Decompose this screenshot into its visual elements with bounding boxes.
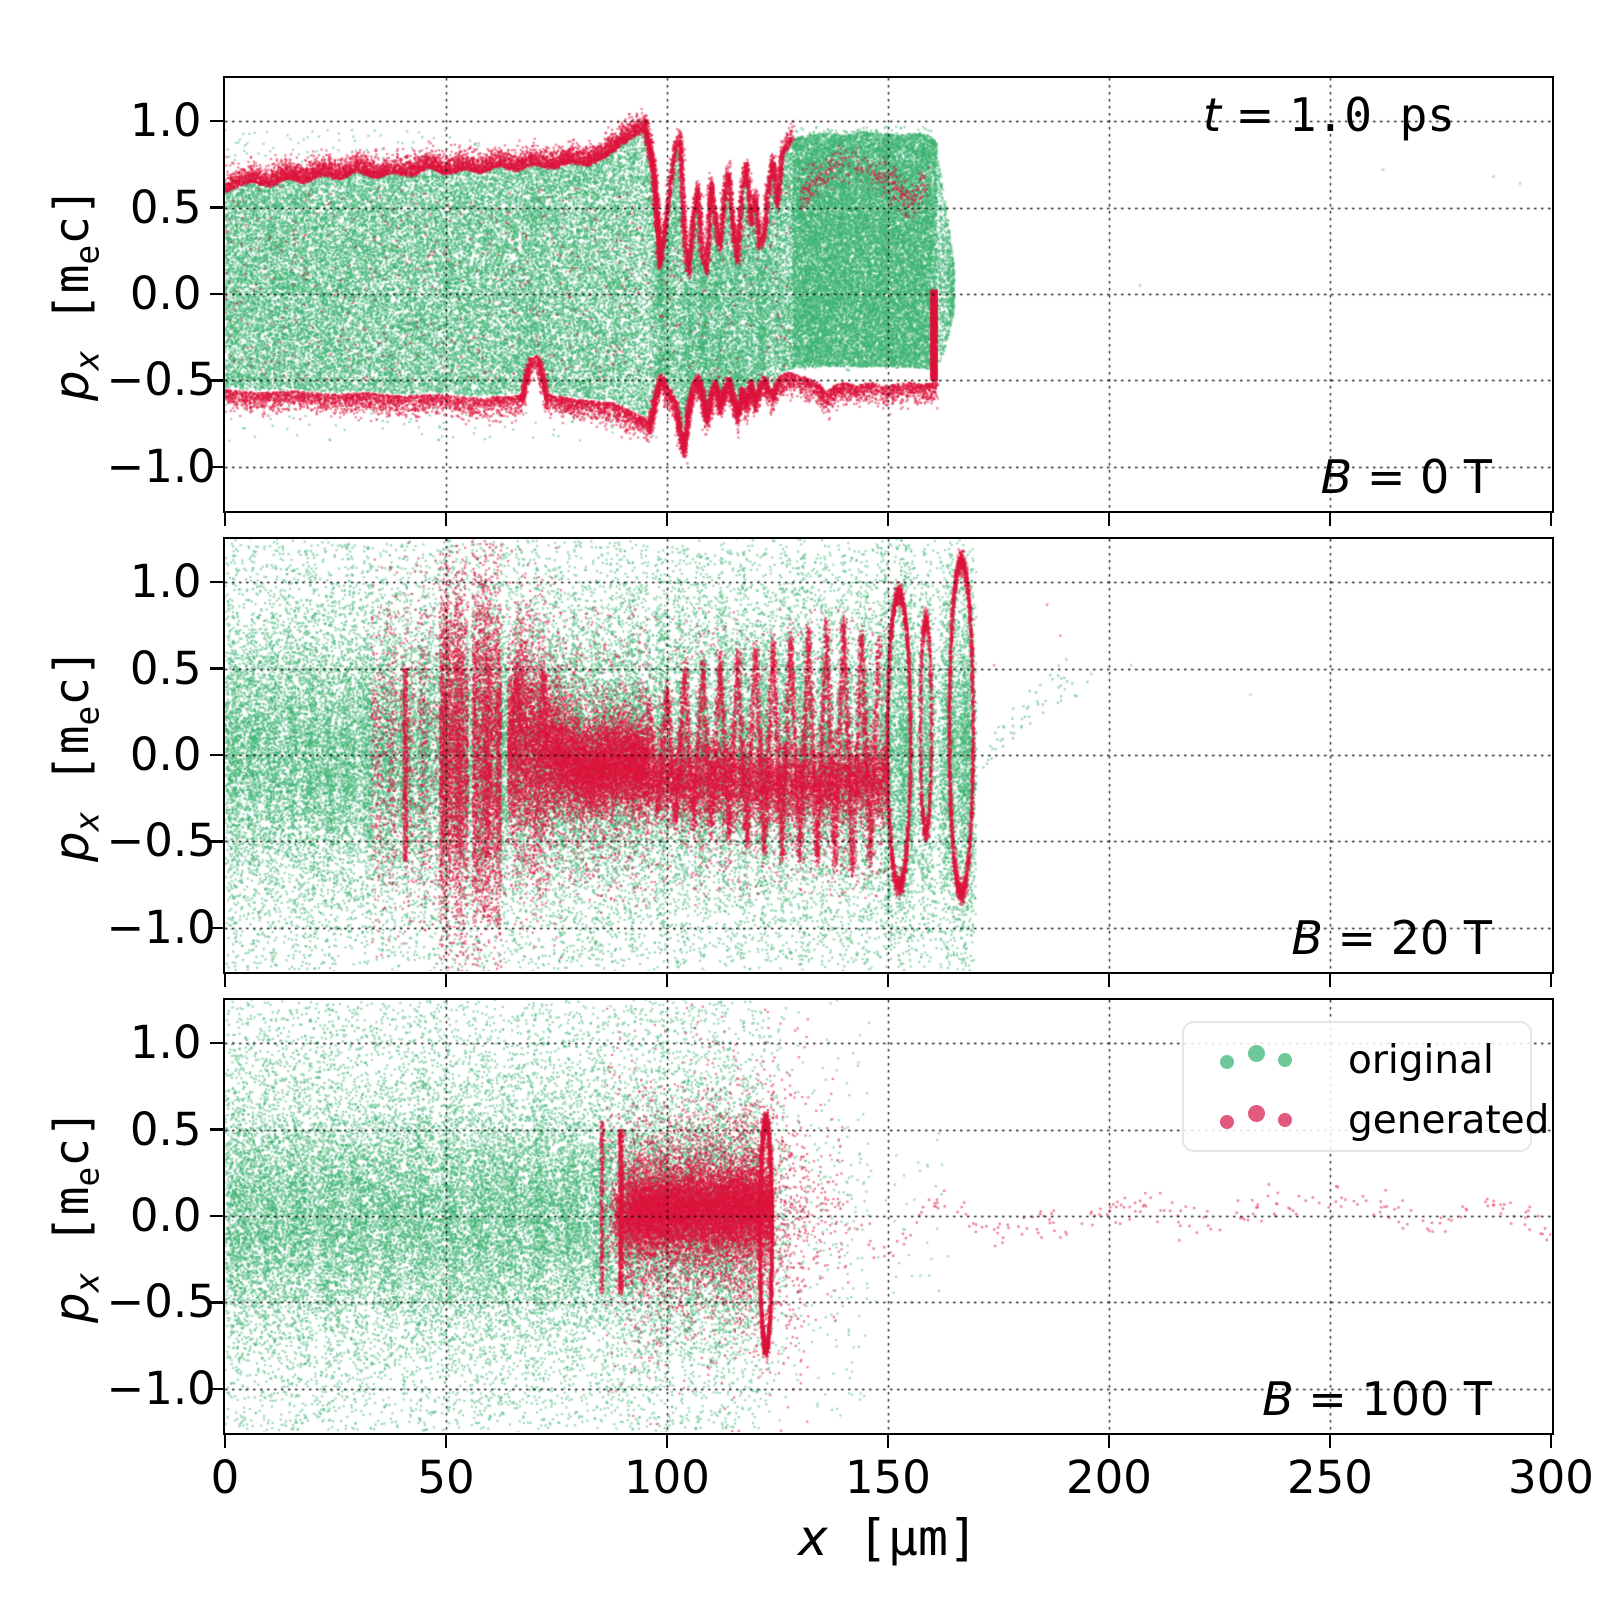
scatter-canvas-b0 — [225, 78, 1551, 510]
legend-dot — [1248, 1045, 1265, 1062]
y-tick — [209, 580, 223, 584]
y-tick — [209, 753, 223, 757]
y-tick — [209, 1214, 223, 1218]
legend-dot — [1278, 1053, 1292, 1067]
y-tick-label: 1.0 — [129, 94, 202, 148]
x-tick-label: 200 — [1066, 1450, 1152, 1504]
x-tick — [886, 1434, 890, 1448]
y-tick — [209, 206, 223, 209]
y-tick — [209, 1041, 223, 1045]
legend-dot — [1220, 1055, 1234, 1069]
x-tick — [665, 973, 669, 987]
x-tick — [886, 512, 890, 526]
y-tick-label: −0.5 — [106, 353, 216, 407]
legend-label-generated: generated — [1348, 1097, 1550, 1143]
x-tick — [1549, 1434, 1553, 1448]
y-axis-label-middle: px [mec] — [44, 648, 107, 862]
legend-dot — [1248, 1105, 1265, 1122]
x-tick — [223, 1434, 227, 1448]
y-tick-label: −1.0 — [106, 1361, 216, 1415]
generated-marker-icon — [1202, 1095, 1314, 1145]
x-tick-label: 150 — [845, 1450, 931, 1504]
x-tick — [444, 973, 448, 987]
x-axis-label: x [μm] — [797, 1509, 979, 1567]
y-tick-label: −0.5 — [106, 814, 216, 868]
x-tick — [1328, 512, 1332, 526]
legend-dot — [1278, 1113, 1292, 1127]
legend-label-original: original — [1348, 1037, 1494, 1083]
legend-entry-generated[interactable]: generated — [1202, 1095, 1549, 1145]
y-tick-label: 1.0 — [129, 1016, 202, 1070]
y-tick — [209, 292, 223, 296]
y-tick — [209, 379, 223, 382]
x-tick — [1107, 512, 1111, 526]
y-tick-label: 0.5 — [129, 1102, 202, 1156]
scatter-canvas-b20 — [225, 539, 1551, 971]
x-tick — [886, 973, 890, 987]
y-tick-label: 0.0 — [129, 728, 202, 781]
y-tick — [209, 119, 223, 123]
x-tick — [1107, 973, 1111, 987]
y-axis-label-bottom: px [mec] — [44, 1109, 107, 1323]
x-tick — [665, 1434, 669, 1448]
x-tick — [1107, 1434, 1111, 1448]
y-tick-label: −1.0 — [106, 900, 216, 954]
x-tick-label: 50 — [417, 1450, 475, 1504]
legend-dot — [1220, 1115, 1234, 1129]
x-tick — [444, 512, 448, 526]
legend[interactable]: original generated — [1182, 1021, 1549, 1152]
y-tick-label: 0.5 — [129, 641, 202, 695]
x-tick — [1328, 1434, 1332, 1448]
y-tick — [209, 667, 223, 670]
y-tick-label: 0.5 — [129, 180, 202, 234]
x-tick — [444, 1434, 448, 1448]
original-marker-icon — [1202, 1035, 1314, 1085]
x-tick — [665, 512, 669, 526]
x-tick-label: 0 — [210, 1450, 240, 1504]
x-tick-label: 300 — [1508, 1450, 1594, 1504]
x-tick — [223, 973, 227, 987]
y-tick — [209, 926, 223, 930]
x-tick — [1328, 973, 1332, 987]
y-tick-label: 1.0 — [129, 555, 202, 609]
y-tick — [209, 1387, 223, 1391]
x-tick — [1549, 512, 1553, 526]
x-tick-label: 250 — [1287, 1450, 1373, 1504]
y-tick-label: 0.0 — [129, 267, 202, 320]
y-tick-label: −0.5 — [106, 1275, 216, 1329]
x-tick — [223, 512, 227, 526]
y-axis-label-top: px [mec] — [44, 187, 107, 401]
x-tick-label: 100 — [624, 1450, 710, 1504]
x-tick — [1549, 973, 1553, 987]
y-tick-label: −1.0 — [106, 439, 216, 493]
legend-entry-original[interactable]: original — [1202, 1035, 1494, 1085]
y-tick — [209, 840, 223, 843]
y-tick-label: 0.0 — [129, 1189, 202, 1242]
y-tick — [209, 465, 223, 469]
y-tick — [209, 1301, 223, 1304]
y-tick — [209, 1128, 223, 1131]
